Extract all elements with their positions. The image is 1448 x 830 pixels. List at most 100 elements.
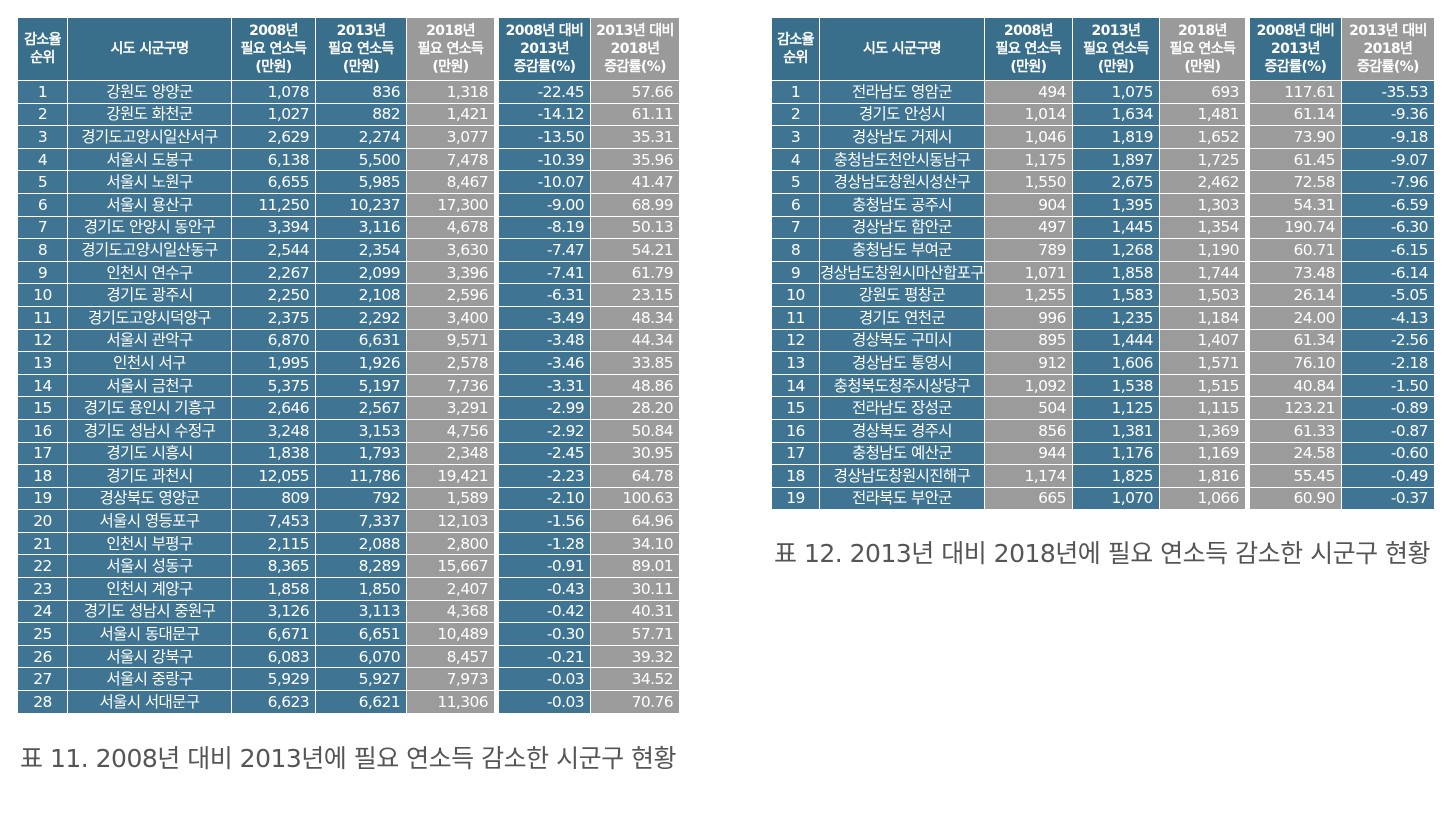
column-header: 2013년 대비 2018년 증감률(%) <box>591 18 680 81</box>
column-header: 시도 시군구명 <box>68 18 232 81</box>
table-cell: 10,489 <box>407 623 495 646</box>
table-cell: 34.10 <box>591 532 680 556</box>
table-cell: 2,578 <box>407 352 495 375</box>
table-cell: 12,103 <box>407 510 495 533</box>
column-header: 2013년 대비 2018년 증감률(%) <box>1341 18 1435 81</box>
table-cell: 3,630 <box>407 239 495 262</box>
table-cell: -2.23 <box>495 465 591 488</box>
table-cell: 1,995 <box>232 352 316 375</box>
table-cell: 28.20 <box>591 397 680 420</box>
table-cell: 인천시 계양구 <box>68 578 232 601</box>
table-cell: 경상남도창원시성산구 <box>820 171 985 194</box>
table-cell: -5.05 <box>1341 284 1435 307</box>
table-cell: 서울시 관악구 <box>68 329 232 353</box>
table-cell: 6,070 <box>316 645 407 669</box>
table-cell: -6.15 <box>1341 239 1435 262</box>
table-cell: 8,365 <box>232 555 316 579</box>
table-row: 6 서울시 용산구 11,250 10,237 17,300 -9.00 68.99 <box>18 193 680 217</box>
table-cell: -1.28 <box>495 532 591 556</box>
table-cell: 1,816 <box>1159 465 1246 488</box>
table-row: 2 강원도 화천군 1,027 882 1,421 -14.12 61.11 <box>18 103 680 127</box>
table-row: 16 경상북도 경주시 856 1,381 1,369 61.33 -0.87 <box>772 419 1435 443</box>
table-cell: -0.21 <box>495 645 591 669</box>
table-cell: 1,793 <box>316 442 407 466</box>
table-cell: 190.74 <box>1245 216 1342 240</box>
table-cell: 3,396 <box>407 261 495 285</box>
table-cell: 2,099 <box>316 261 407 285</box>
table-cell: 1,445 <box>1072 216 1160 240</box>
table-row: 28 서울시 서대문구 6,623 6,621 11,306 -0.03 70.76 <box>18 691 680 714</box>
table-cell: 68.99 <box>591 193 680 217</box>
table-cell: -0.03 <box>495 691 591 714</box>
table-row: 15 경기도 용인시 기흥구 2,646 2,567 3,291 -2.99 28.20 <box>18 397 680 420</box>
column-header: 감소율 순위 <box>18 18 68 81</box>
table-row: 21 인천시 부평구 2,115 2,088 2,800 -1.28 34.10 <box>18 532 680 556</box>
table-cell: 1,550 <box>984 171 1073 194</box>
column-header: 감소율 순위 <box>772 18 820 81</box>
table-cell: 6,083 <box>232 645 316 669</box>
table-cell: 1,175 <box>984 148 1073 172</box>
table-row: 17 충청남도 예산군 944 1,176 1,169 24.58 -0.60 <box>772 442 1435 466</box>
table-row: 26 서울시 강북구 6,083 6,070 8,457 -0.21 39.32 <box>18 645 680 669</box>
table-cell: 15,667 <box>407 555 495 579</box>
table-cell: 2,354 <box>316 239 407 262</box>
column-header: 2013년 필요 연소득 (만원) <box>1072 18 1160 81</box>
table-cell: 1,184 <box>1159 306 1246 330</box>
table-cell: 1,850 <box>316 578 407 601</box>
table-cell: 100.63 <box>591 487 680 511</box>
table-cell: 26 <box>18 645 68 669</box>
table-cell: 17,300 <box>407 193 495 217</box>
table-cell: 1,407 <box>1159 329 1246 353</box>
table-cell: 6 <box>772 193 820 217</box>
table-cell: 1,303 <box>1159 193 1246 217</box>
table-row: 8 충청남도 부여군 789 1,268 1,190 60.71 -6.15 <box>772 239 1435 262</box>
table-cell: 1,825 <box>1072 465 1160 488</box>
table-cell: 61.33 <box>1245 419 1342 443</box>
table-cell: 11,250 <box>232 193 316 217</box>
table-cell: 10 <box>772 284 820 307</box>
table-cell: -2.92 <box>495 419 591 443</box>
table-cell: 26.14 <box>1245 284 1342 307</box>
table-row: 10 경기도 광주시 2,250 2,108 2,596 -6.31 23.15 <box>18 284 680 307</box>
table-cell: 2 <box>772 103 820 127</box>
table-cell: 5,500 <box>316 148 407 172</box>
table-cell: 경기도 과천시 <box>68 465 232 488</box>
table-row: 18 경상남도창원시진해구 1,174 1,825 1,816 55.45 -0.49 <box>772 465 1435 488</box>
table-cell: 24.00 <box>1245 306 1342 330</box>
table-cell: 경상남도창원시마산합포구 <box>820 261 985 285</box>
table-cell: -10.07 <box>495 171 591 194</box>
table-cell: 3,153 <box>316 419 407 443</box>
table-cell: 3,394 <box>232 216 316 240</box>
table-cell: 1,395 <box>1072 193 1160 217</box>
table-cell: 1 <box>18 81 68 104</box>
table-cell: 50.84 <box>591 419 680 443</box>
table-cell: 1,538 <box>1072 374 1160 398</box>
table-cell: 40.84 <box>1245 374 1342 398</box>
table-cell: 50.13 <box>591 216 680 240</box>
table-cell: -7.47 <box>495 239 591 262</box>
header-row: 감소율 순위 시도 시군구명 2008년 필요 연소득 (만원) 2013년 필요 연… <box>18 18 680 81</box>
table-cell: 5 <box>18 171 68 194</box>
table-cell: 89.01 <box>591 555 680 579</box>
table-cell: -7.41 <box>495 261 591 285</box>
column-header: 2008년 대비 2013년 증감률(%) <box>495 18 591 81</box>
table-cell: 1,515 <box>1159 374 1246 398</box>
table-cell: -10.39 <box>495 148 591 172</box>
table-cell: 충청남도천안시동남구 <box>820 148 985 172</box>
table-cell: 서울시 중랑구 <box>68 668 232 692</box>
table-cell: 904 <box>984 193 1073 217</box>
table-cell: 912 <box>984 352 1073 375</box>
table-row: 4 충청남도천안시동남구 1,175 1,897 1,725 61.45 -9.07 <box>772 148 1435 172</box>
table-cell: 전라남도 영암군 <box>820 81 985 104</box>
table-cell: 73.48 <box>1245 261 1342 285</box>
table-cell: 7,453 <box>232 510 316 533</box>
table-cell: 1,071 <box>984 261 1073 285</box>
table-cell: 5,375 <box>232 374 316 398</box>
table-cell: 5,929 <box>232 668 316 692</box>
table-cell: 경기도 연천군 <box>820 306 985 330</box>
table-cell: 1,190 <box>1159 239 1246 262</box>
table-cell: 15 <box>772 397 820 420</box>
table-row: 27 서울시 중랑구 5,929 5,927 7,973 -0.03 34.52 <box>18 668 680 692</box>
table-cell: 27 <box>18 668 68 692</box>
table-cell: 4 <box>772 148 820 172</box>
